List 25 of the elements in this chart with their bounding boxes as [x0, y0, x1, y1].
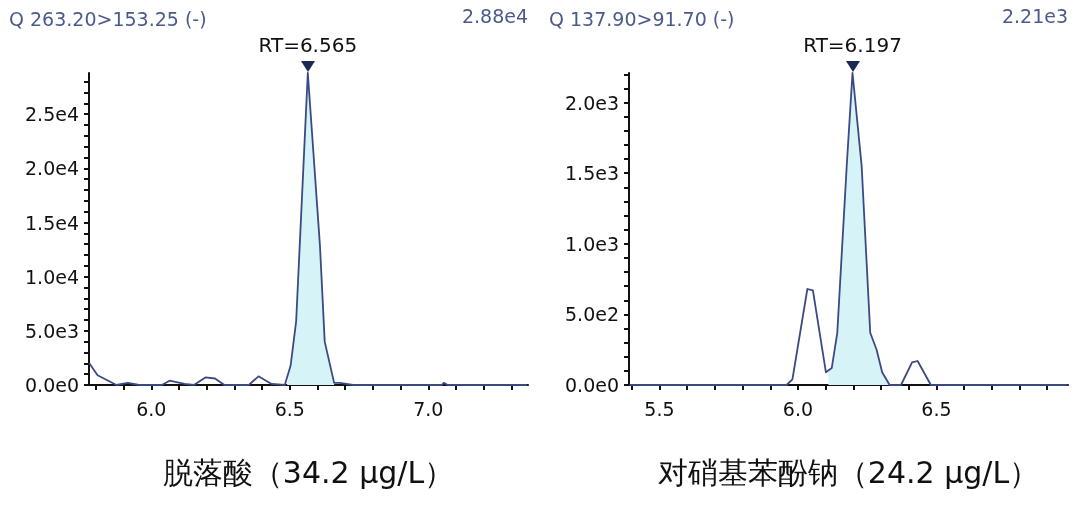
x-axis-title: 对硝基苯酚钠（24.2 μg/L）: [657, 454, 1040, 490]
y-tick-label: 1.0e4: [25, 265, 79, 288]
y-tick-label: 1.5e4: [25, 211, 79, 234]
text: 2.88e4: [461, 4, 529, 27]
x-tick-label: 6.0: [782, 397, 814, 420]
y-tick-label: 2.0e3: [565, 91, 619, 114]
y-tick-label: 0.0e0: [25, 374, 79, 396]
y-tick-label: 5.0e2: [565, 303, 619, 326]
annotation: RT=6.197: [803, 33, 902, 57]
x-tick-label: 6.0: [136, 397, 167, 420]
y-tick-label: 2.0e4: [25, 157, 79, 180]
chart-title: Q 263.20>153.25 (-): [9, 7, 207, 30]
x-tick-label: 6.5: [921, 397, 952, 420]
y-tick-label: 1.5e3: [565, 162, 619, 185]
y-tick-label: 5.0e3: [25, 319, 79, 342]
y-tick-label: 0.0e0: [565, 374, 619, 396]
x-tick-label: 5.5: [644, 397, 675, 420]
x-axis-title: 脱落酸（34.2 μg/L）: [162, 454, 455, 490]
y-tick-label: 1.0e3: [565, 232, 619, 255]
x-tick-label: 6.5: [274, 397, 305, 420]
chart-title: Q 137.90>91.70 (-): [549, 7, 735, 30]
text: 2.21e3: [1001, 4, 1069, 27]
annotation: RT=6.565: [258, 33, 358, 57]
y-tick-label: 2.5e4: [25, 103, 79, 126]
x-tick-label: 7.0: [413, 397, 444, 420]
